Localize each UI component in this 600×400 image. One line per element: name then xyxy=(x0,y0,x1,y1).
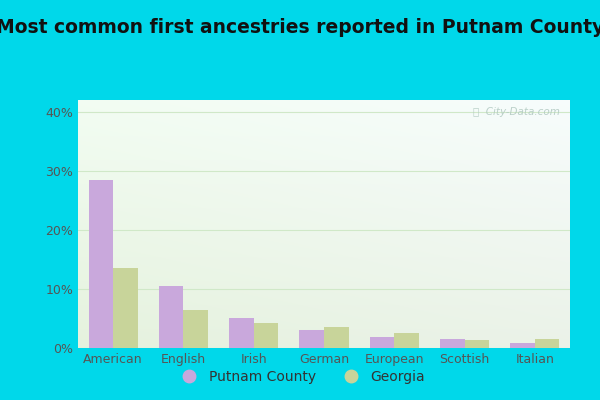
Bar xyxy=(159,286,184,348)
Bar xyxy=(440,339,464,348)
Bar xyxy=(324,327,349,348)
Bar xyxy=(229,318,254,348)
Text: ⓘ  City-Data.com: ⓘ City-Data.com xyxy=(473,108,560,118)
Bar xyxy=(370,337,394,348)
Bar xyxy=(394,333,419,348)
Text: Most common first ancestries reported in Putnam County: Most common first ancestries reported in… xyxy=(0,18,600,37)
Bar xyxy=(113,268,138,348)
Bar xyxy=(89,180,113,348)
Bar xyxy=(254,323,278,348)
Legend: Putnam County, Georgia: Putnam County, Georgia xyxy=(170,364,430,389)
Bar xyxy=(510,343,535,348)
Bar xyxy=(464,340,489,348)
Bar xyxy=(299,330,324,348)
Bar xyxy=(184,310,208,348)
Bar xyxy=(535,339,559,348)
